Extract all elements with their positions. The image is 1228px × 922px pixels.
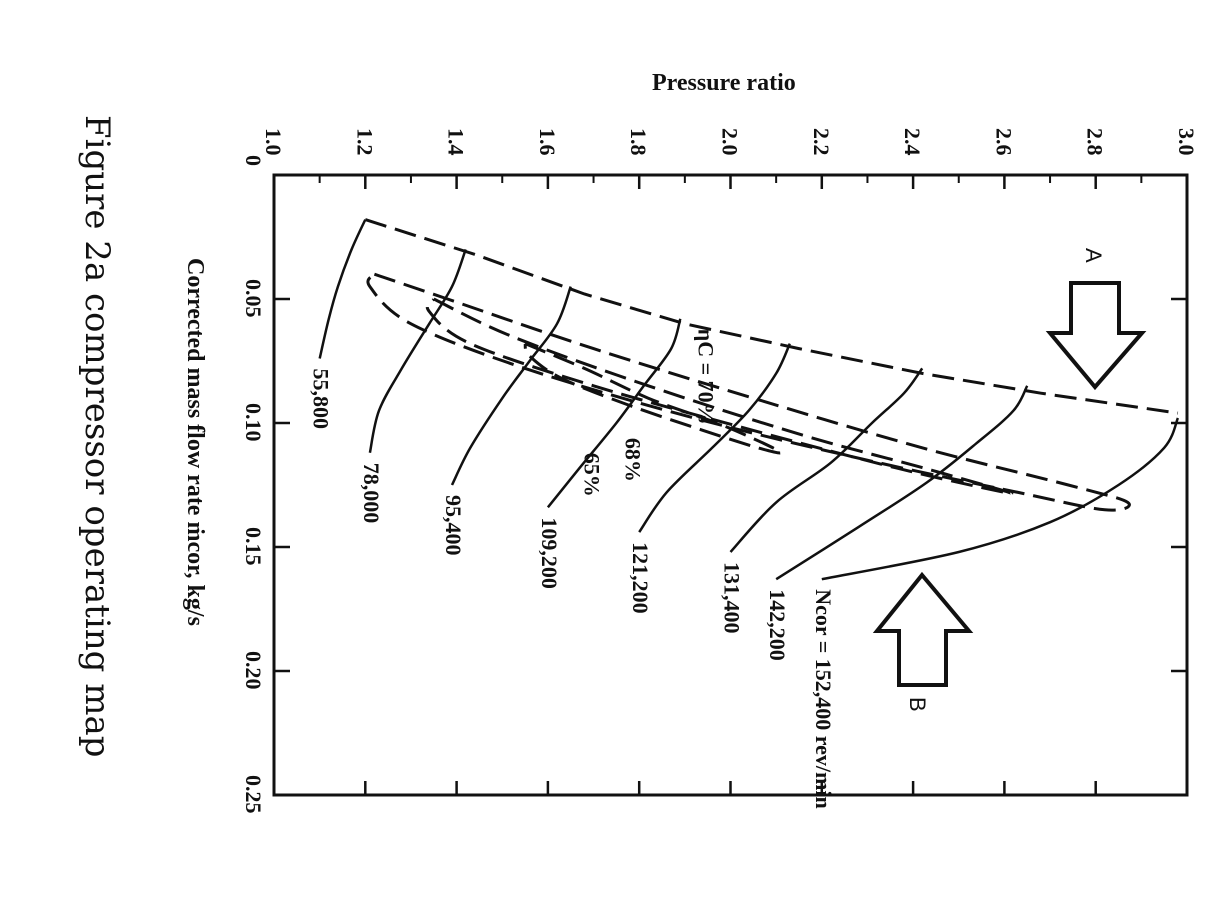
mass-flow-axis-title: Corrected mass flow rate ṁcor, kg/s xyxy=(182,258,208,626)
pr-tick-label: 1.0 xyxy=(261,128,286,156)
pr-tick-label: 2.8 xyxy=(1083,128,1108,156)
surge-line xyxy=(364,218,1179,415)
arrow-b-label: B xyxy=(905,697,930,712)
pr-tick-label: 3.0 xyxy=(1174,128,1199,156)
pr-tick-label: 2.6 xyxy=(991,128,1016,156)
speed-line-label: 121,200 xyxy=(628,542,653,614)
efficiency-contour xyxy=(366,272,1131,512)
flow-tick-label: 0.20 xyxy=(241,651,266,690)
speed-line xyxy=(546,318,682,509)
speed-line-label: 109,200 xyxy=(537,517,562,589)
arrow-b: B xyxy=(872,571,974,712)
efficiency-contour xyxy=(523,342,783,455)
axis-ticks xyxy=(272,173,1189,797)
tick-labels: 1.0 1.2 1.4 1.6 1.8 2.0 2.2 2.4 2.6 2.8 3.0 0 0.05 0.… xyxy=(241,128,1199,814)
arrow-a: A xyxy=(1045,248,1147,391)
pr-tick-label: 1.2 xyxy=(352,128,377,156)
flow-tick-label: 0.25 xyxy=(241,775,266,814)
speed-line-label: Ncor = 152,400 rev/min xyxy=(811,589,836,808)
flow-tick-label: 0.15 xyxy=(241,527,266,566)
speed-line xyxy=(775,385,1029,581)
efficiency-contour-label: ηC = 70% xyxy=(694,329,719,425)
speed-labels: 55,800 78,000 95,400 109,200 121,200 131,400 1… xyxy=(309,369,836,809)
speed-line-label: 95,400 xyxy=(441,495,466,556)
efficiency-contour-label: 68% xyxy=(621,438,646,482)
speed-line-label: 142,200 xyxy=(765,589,790,661)
pr-tick-label: 1.6 xyxy=(535,128,560,156)
speed-line-label: 55,800 xyxy=(309,369,334,430)
figure-caption: Figure 2a compressor operating map xyxy=(77,115,117,758)
pr-tick-label: 1.8 xyxy=(626,128,651,156)
efficiency-contours xyxy=(366,272,1131,512)
speed-line xyxy=(729,367,924,553)
pr-tick-label: 2.0 xyxy=(718,128,743,156)
plot-frame xyxy=(272,173,1189,797)
flow-tick-label: 0 xyxy=(241,155,266,166)
arrow-a-label: A xyxy=(1081,248,1106,263)
pressure-ratio-axis-title: Pressure ratio xyxy=(652,70,796,96)
speed-lines xyxy=(318,219,1180,581)
surge-line-path xyxy=(364,218,1179,415)
pr-tick-label: 1.4 xyxy=(444,128,469,156)
speed-line xyxy=(821,417,1180,581)
speed-line xyxy=(368,248,467,454)
arrow-b-shape xyxy=(872,571,974,687)
pr-tick-label: 2.4 xyxy=(900,128,925,156)
arrow-a-shape xyxy=(1045,281,1147,391)
efficiency-labels: ηC = 70% 68% 65% xyxy=(579,329,718,497)
speed-line xyxy=(450,286,572,486)
pr-tick-label: 2.2 xyxy=(809,128,834,156)
flow-tick-label: 0.10 xyxy=(241,403,266,442)
speed-line-label: 78,000 xyxy=(359,463,384,524)
chart-area: 1.0 1.2 1.4 1.6 1.8 2.0 2.2 2.4 2.6 2.8 3.0 0 0.05 0.… xyxy=(182,70,1199,814)
speed-line-label: 131,400 xyxy=(720,562,745,634)
flow-tick-label: 0.05 xyxy=(241,279,266,318)
efficiency-contour-label: 65% xyxy=(579,453,604,497)
speed-line xyxy=(318,219,367,359)
speed-line xyxy=(638,343,791,533)
